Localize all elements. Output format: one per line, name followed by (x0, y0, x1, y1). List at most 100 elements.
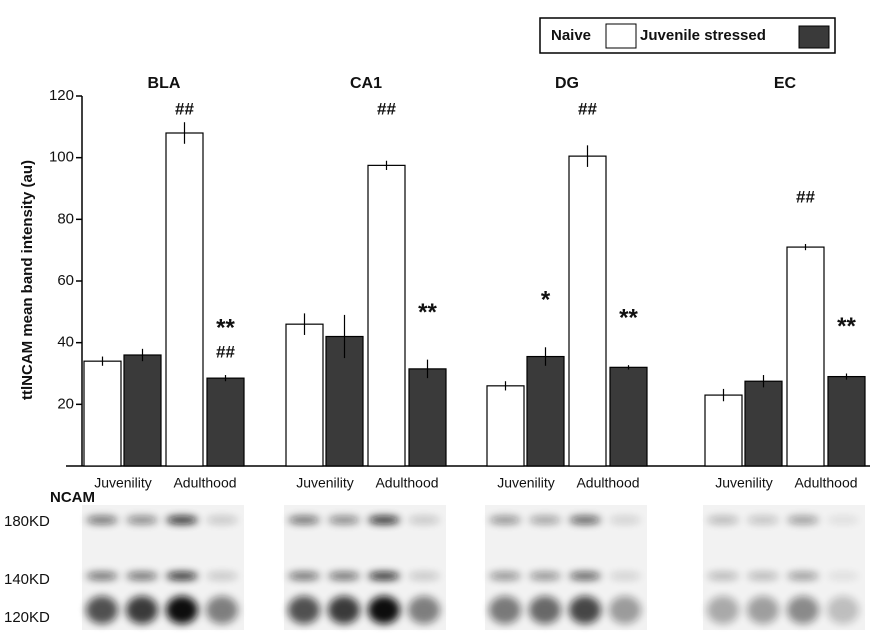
blot-band (569, 596, 601, 624)
blot-band (787, 516, 819, 524)
blot-band (827, 596, 859, 624)
blot-band (166, 572, 198, 580)
x-tick-label: Juvenility (497, 475, 555, 491)
bar (527, 357, 564, 466)
y-axis-label: ttlNCAM mean band intensity (au) (19, 160, 36, 400)
blot-band (126, 572, 158, 580)
group-label: EC (774, 75, 797, 92)
blot-band (707, 516, 739, 524)
blot-band (707, 596, 739, 624)
bar (124, 355, 161, 466)
annotation: ** (837, 313, 856, 340)
blot-band (489, 516, 521, 524)
blot-band (787, 572, 819, 580)
bar (84, 361, 121, 466)
blot-band (707, 572, 739, 580)
blot-band (569, 516, 601, 524)
bar (409, 369, 446, 466)
blot-band (787, 596, 819, 624)
blot-band (529, 572, 561, 580)
y-tick-label: 60 (57, 272, 74, 289)
band-label: 180KD (4, 513, 50, 530)
blot-band (489, 596, 521, 624)
blot-band (747, 572, 779, 580)
bar (787, 247, 824, 466)
group-label: DG (555, 75, 579, 92)
blot-band (368, 572, 400, 580)
annotation: ## (377, 99, 396, 118)
blot-band (206, 596, 238, 624)
blot-band (609, 572, 641, 580)
blot-band (328, 596, 360, 624)
chart: ttlNCAM mean band intensity (au) NCAM 18… (0, 0, 875, 643)
blot-band (408, 596, 440, 624)
x-tick-label: Juvenility (94, 475, 152, 491)
annotation: ## (175, 99, 194, 118)
blot-band (569, 572, 601, 580)
blot-band (86, 516, 118, 524)
y-tick-label: 40 (57, 334, 74, 351)
bar (610, 367, 647, 466)
bar (368, 165, 405, 466)
annotation: ## (796, 187, 815, 206)
blot-band (368, 596, 400, 624)
group-label: CA1 (350, 75, 382, 92)
blot-band (126, 516, 158, 524)
blot-title: NCAM (50, 489, 95, 506)
annotation: ** (619, 305, 638, 332)
blot-band (166, 596, 198, 624)
annotation: ## (578, 99, 597, 118)
bar (745, 381, 782, 466)
blot-band (408, 572, 440, 580)
bar (828, 377, 865, 466)
group-label: BLA (148, 75, 181, 92)
blot-band (747, 596, 779, 624)
blot-band (489, 572, 521, 580)
x-tick-label: Adulthood (794, 475, 857, 491)
x-tick-label: Adulthood (576, 475, 639, 491)
blot-band (827, 516, 859, 524)
annotation: ** (418, 299, 437, 326)
x-tick-label: Adulthood (173, 475, 236, 491)
blot-band (747, 516, 779, 524)
blot-band (408, 516, 440, 524)
blot-band (288, 596, 320, 624)
blot-band (166, 516, 198, 524)
blot-band (529, 516, 561, 524)
annotation: * (541, 287, 551, 314)
blot-band (86, 572, 118, 580)
blot-band (529, 596, 561, 624)
blot-band (206, 572, 238, 580)
blot-band (328, 572, 360, 580)
blot-band (368, 516, 400, 524)
bar (286, 324, 323, 466)
bar (166, 133, 203, 466)
band-label: 140KD (4, 571, 50, 588)
x-tick-label: Adulthood (375, 475, 438, 491)
y-tick-label: 100 (49, 149, 74, 166)
legend-label: Naive (551, 27, 591, 44)
blot-band (328, 516, 360, 524)
y-tick-label: 120 (49, 87, 74, 104)
blot-band (288, 516, 320, 524)
bar (487, 386, 524, 466)
bar (569, 156, 606, 466)
legend-swatch (799, 26, 829, 48)
blot-band (288, 572, 320, 580)
legend-label: Juvenile stressed (640, 27, 766, 44)
y-tick-label: 20 (57, 395, 74, 412)
x-tick-label: Juvenility (296, 475, 354, 491)
band-label: 120KD (4, 609, 50, 626)
x-tick-label: Juvenility (715, 475, 773, 491)
blot-band (827, 572, 859, 580)
blot-band (86, 596, 118, 624)
annotation: ## (216, 343, 235, 362)
legend-swatch (606, 24, 636, 48)
y-tick-label: 80 (57, 210, 74, 227)
blot-band (126, 596, 158, 624)
annotation: ** (216, 314, 235, 341)
bar (705, 395, 742, 466)
bar (207, 378, 244, 466)
blot-band (609, 516, 641, 524)
blot-band (206, 516, 238, 524)
